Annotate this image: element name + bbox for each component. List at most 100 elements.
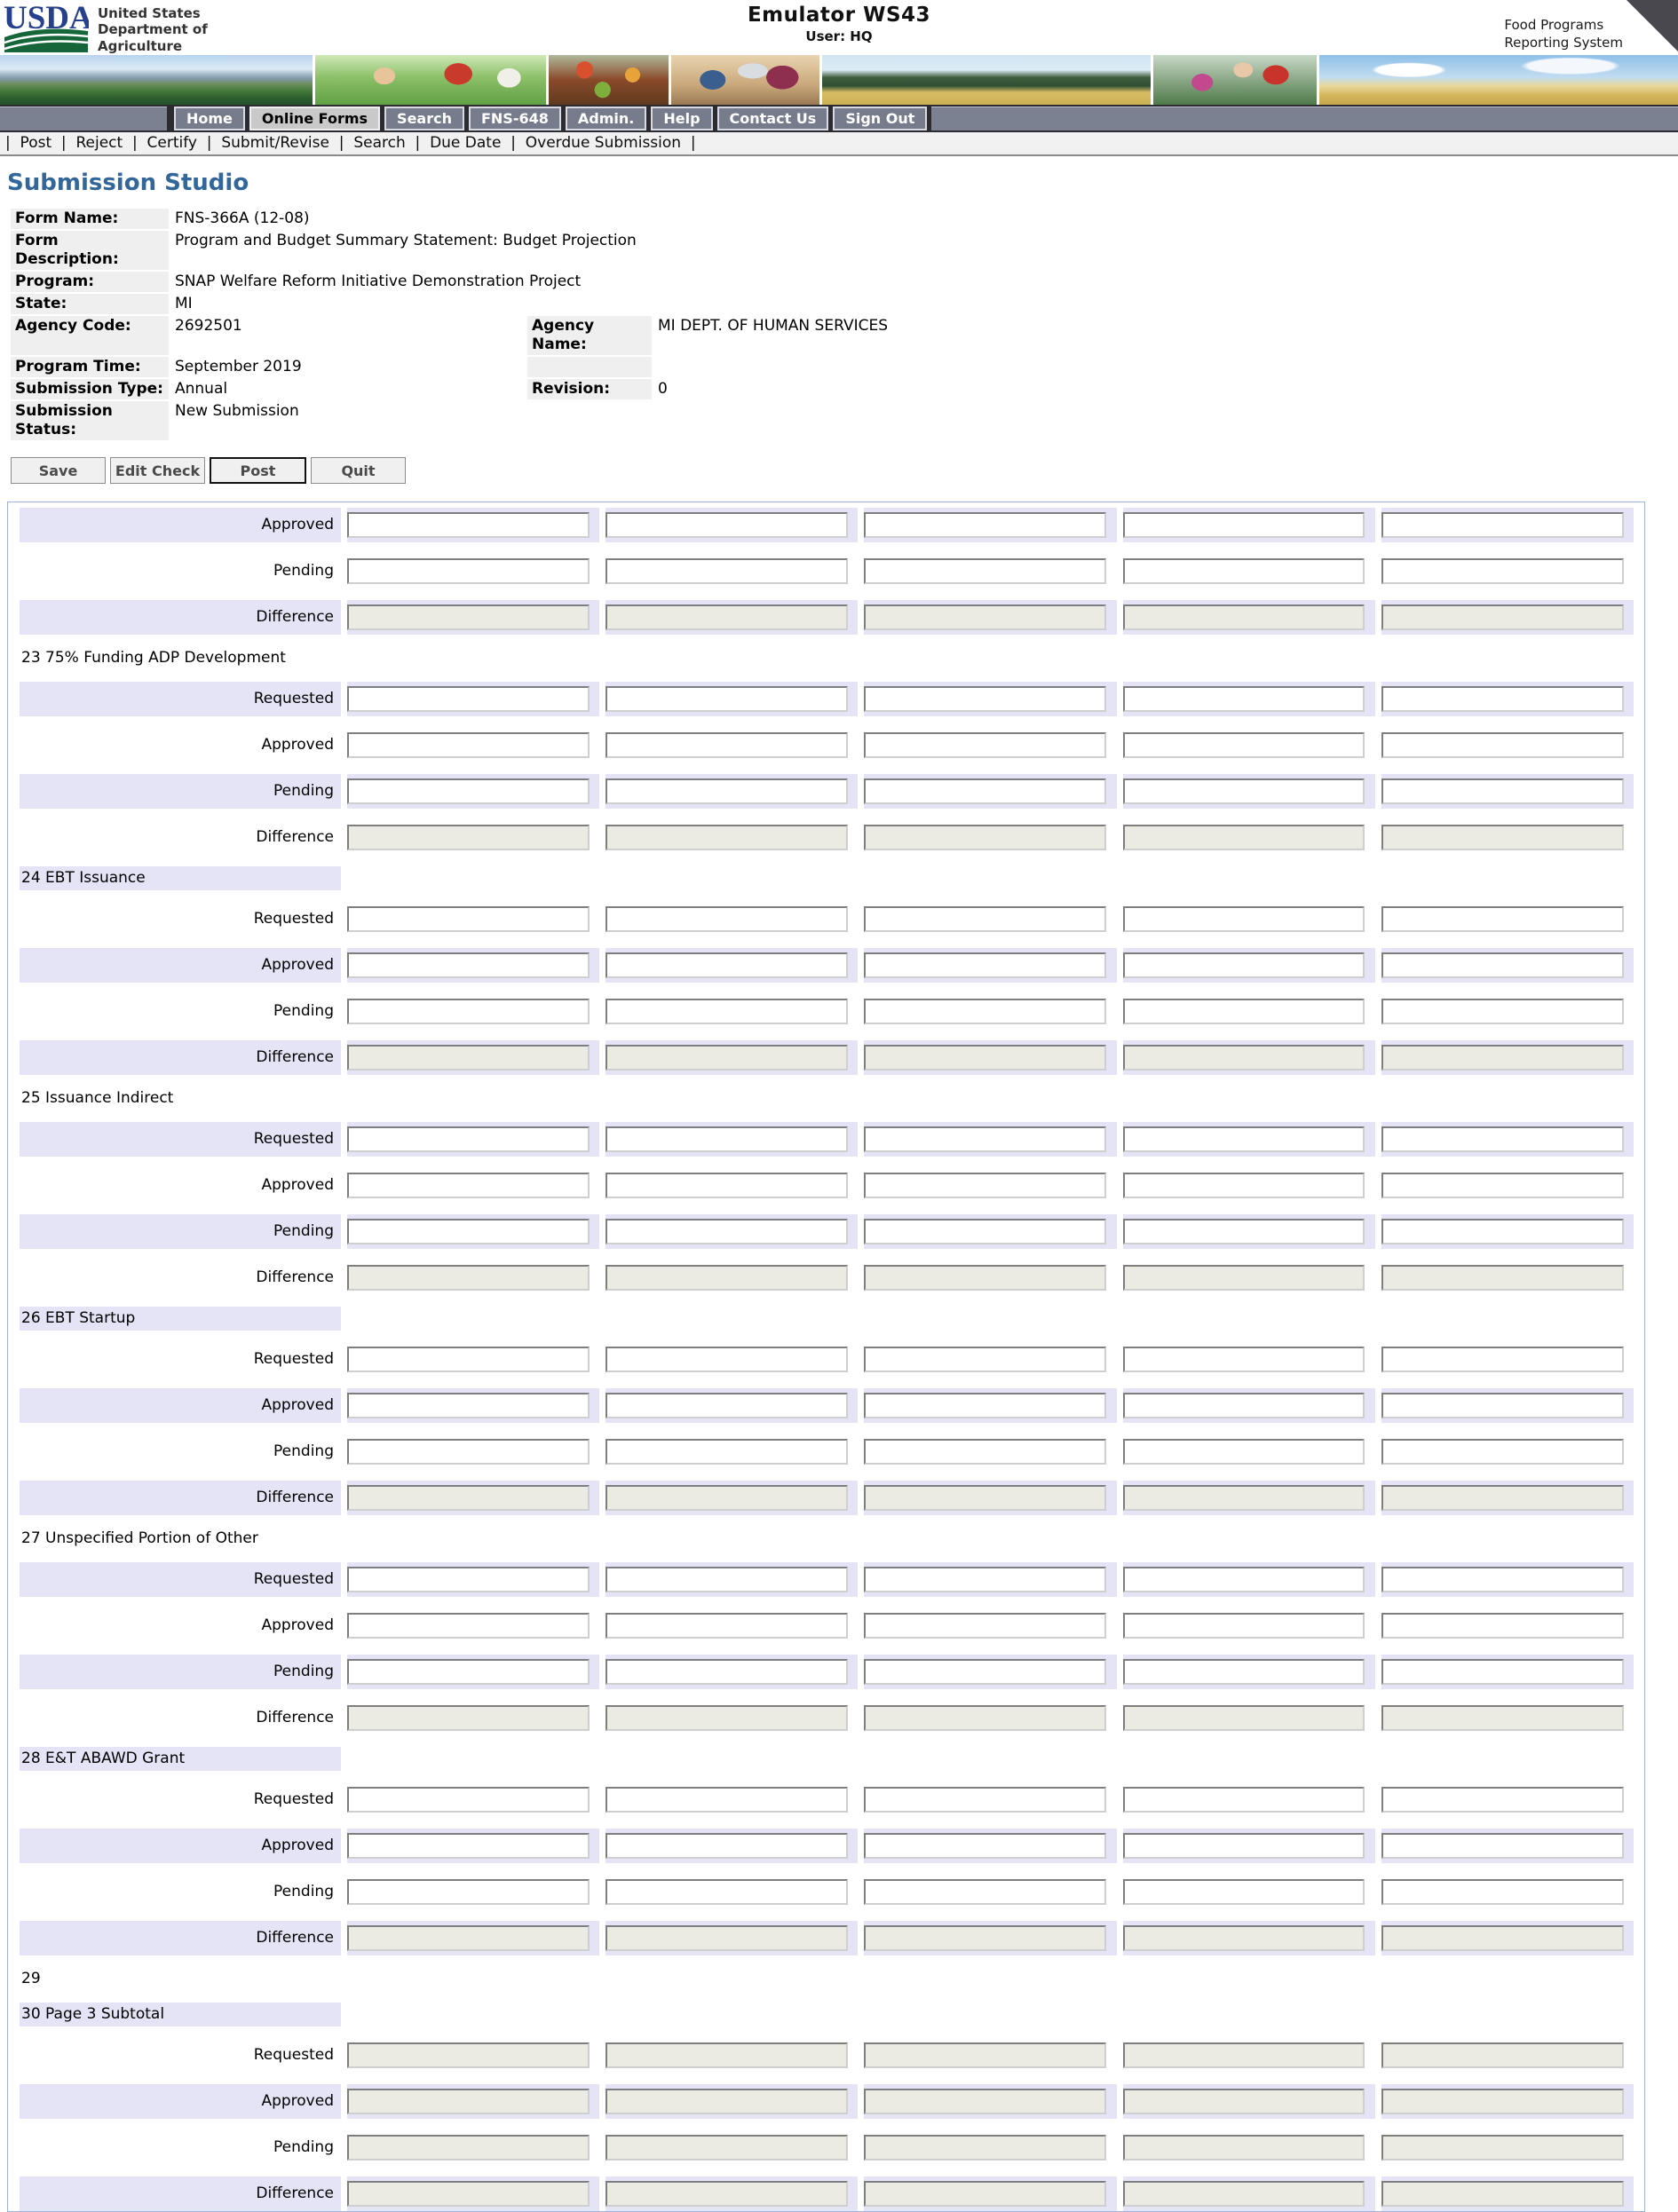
amount-input-24-pending-col5[interactable] [1381, 999, 1624, 1024]
amount-input-pending-col2[interactable] [606, 558, 849, 584]
amount-input-28-pending-col3[interactable] [864, 1879, 1107, 1905]
amount-input-28-pending-col5[interactable] [1381, 1879, 1624, 1905]
tab-search[interactable]: Search [384, 107, 464, 130]
amount-input-27-approved-col1[interactable] [347, 1613, 590, 1639]
amount-input-23-requested-col1[interactable] [347, 686, 590, 712]
amount-input-27-approved-col4[interactable] [1122, 1613, 1365, 1639]
amount-input-28-pending-col1[interactable] [347, 1879, 590, 1905]
amount-input-23-requested-col5[interactable] [1381, 686, 1624, 712]
amount-input-23-pending-col3[interactable] [864, 778, 1107, 804]
subnav-link-submit-revise[interactable]: Submit/Revise [221, 134, 329, 152]
amount-input-24-requested-col2[interactable] [606, 906, 849, 932]
amount-input-26-approved-col4[interactable] [1122, 1393, 1365, 1418]
amount-input-25-pending-col4[interactable] [1122, 1219, 1365, 1244]
amount-input-23-approved-col5[interactable] [1381, 732, 1624, 758]
amount-input-24-requested-col4[interactable] [1122, 906, 1365, 932]
amount-input-28-approved-col4[interactable] [1122, 1833, 1365, 1859]
amount-input-24-approved-col4[interactable] [1122, 952, 1365, 978]
amount-input-26-approved-col5[interactable] [1381, 1393, 1624, 1418]
subnav-link-overdue-submission[interactable]: Overdue Submission [525, 134, 682, 152]
amount-input-24-pending-col3[interactable] [864, 999, 1107, 1024]
amount-input-27-requested-col4[interactable] [1122, 1567, 1365, 1592]
amount-input-27-pending-col5[interactable] [1381, 1659, 1624, 1685]
amount-input-23-requested-col2[interactable] [606, 686, 849, 712]
amount-input-25-requested-col5[interactable] [1381, 1126, 1624, 1152]
save-button[interactable]: Save [11, 457, 106, 484]
amount-input-27-requested-col3[interactable] [864, 1567, 1107, 1592]
amount-input-27-requested-col1[interactable] [347, 1567, 590, 1592]
amount-input-23-requested-col4[interactable] [1122, 686, 1365, 712]
amount-input-25-approved-col4[interactable] [1122, 1173, 1365, 1198]
amount-input-24-requested-col5[interactable] [1381, 906, 1624, 932]
tab-fns-648[interactable]: FNS-648 [468, 107, 561, 130]
quit-button[interactable]: Quit [311, 457, 406, 484]
amount-input-approved-col1[interactable] [347, 512, 590, 538]
amount-input-26-approved-col2[interactable] [606, 1393, 849, 1418]
tab-sign-out[interactable]: Sign Out [833, 107, 928, 130]
amount-input-pending-col3[interactable] [864, 558, 1107, 584]
amount-input-24-approved-col1[interactable] [347, 952, 590, 978]
amount-input-25-approved-col2[interactable] [606, 1173, 849, 1198]
amount-input-28-approved-col2[interactable] [606, 1833, 849, 1859]
amount-input-27-approved-col5[interactable] [1381, 1613, 1624, 1639]
amount-input-26-pending-col5[interactable] [1381, 1439, 1624, 1465]
amount-input-23-pending-col2[interactable] [606, 778, 849, 804]
amount-input-26-pending-col1[interactable] [347, 1439, 590, 1465]
amount-input-pending-col5[interactable] [1381, 558, 1624, 584]
amount-input-28-requested-col5[interactable] [1381, 1787, 1624, 1813]
post-button[interactable]: Post [210, 457, 306, 484]
amount-input-27-pending-col3[interactable] [864, 1659, 1107, 1685]
amount-input-25-approved-col5[interactable] [1381, 1173, 1624, 1198]
tab-online-forms[interactable]: Online Forms [249, 107, 381, 130]
amount-input-24-pending-col1[interactable] [347, 999, 590, 1024]
amount-input-27-approved-col3[interactable] [864, 1613, 1107, 1639]
amount-input-26-pending-col3[interactable] [864, 1439, 1107, 1465]
amount-input-23-approved-col2[interactable] [606, 732, 849, 758]
amount-input-26-pending-col4[interactable] [1122, 1439, 1365, 1465]
amount-input-approved-col2[interactable] [606, 512, 849, 538]
amount-input-26-pending-col2[interactable] [606, 1439, 849, 1465]
amount-input-27-pending-col2[interactable] [606, 1659, 849, 1685]
amount-input-23-approved-col4[interactable] [1122, 732, 1365, 758]
subnav-link-certify[interactable]: Certify [146, 134, 197, 152]
subnav-link-reject[interactable]: Reject [75, 134, 123, 152]
amount-input-23-approved-col1[interactable] [347, 732, 590, 758]
amount-input-24-approved-col3[interactable] [864, 952, 1107, 978]
subnav-link-search[interactable]: Search [353, 134, 406, 152]
amount-input-25-approved-col1[interactable] [347, 1173, 590, 1198]
amount-input-26-requested-col1[interactable] [347, 1347, 590, 1372]
amount-input-25-requested-col3[interactable] [864, 1126, 1107, 1152]
tab-help[interactable]: Help [651, 107, 713, 130]
amount-input-27-approved-col2[interactable] [606, 1613, 849, 1639]
amount-input-24-requested-col1[interactable] [347, 906, 590, 932]
amount-input-24-approved-col5[interactable] [1381, 952, 1624, 978]
tab-home[interactable]: Home [174, 107, 245, 130]
amount-input-26-requested-col3[interactable] [864, 1347, 1107, 1372]
amount-input-25-requested-col4[interactable] [1122, 1126, 1365, 1152]
amount-input-28-requested-col4[interactable] [1122, 1787, 1365, 1813]
amount-input-24-approved-col2[interactable] [606, 952, 849, 978]
amount-input-approved-col4[interactable] [1122, 512, 1365, 538]
amount-input-23-pending-col1[interactable] [347, 778, 590, 804]
amount-input-25-requested-col2[interactable] [606, 1126, 849, 1152]
amount-input-pending-col1[interactable] [347, 558, 590, 584]
amount-input-28-requested-col2[interactable] [606, 1787, 849, 1813]
amount-input-26-requested-col2[interactable] [606, 1347, 849, 1372]
amount-input-25-pending-col1[interactable] [347, 1219, 590, 1244]
subnav-link-due-date[interactable]: Due Date [430, 134, 502, 152]
amount-input-23-pending-col4[interactable] [1122, 778, 1365, 804]
tab-contact-us[interactable]: Contact Us [716, 107, 829, 130]
amount-input-28-pending-col2[interactable] [606, 1879, 849, 1905]
edit-check-button[interactable]: Edit Check [110, 457, 205, 484]
amount-input-23-requested-col3[interactable] [864, 686, 1107, 712]
amount-input-24-pending-col4[interactable] [1122, 999, 1365, 1024]
tab-admin[interactable]: Admin. [565, 107, 647, 130]
subnav-link-post[interactable]: Post [20, 134, 52, 152]
amount-input-26-approved-col1[interactable] [347, 1393, 590, 1418]
amount-input-28-approved-col5[interactable] [1381, 1833, 1624, 1859]
amount-input-26-requested-col5[interactable] [1381, 1347, 1624, 1372]
amount-input-25-pending-col2[interactable] [606, 1219, 849, 1244]
amount-input-25-pending-col3[interactable] [864, 1219, 1107, 1244]
amount-input-28-approved-col3[interactable] [864, 1833, 1107, 1859]
amount-input-23-pending-col5[interactable] [1381, 778, 1624, 804]
